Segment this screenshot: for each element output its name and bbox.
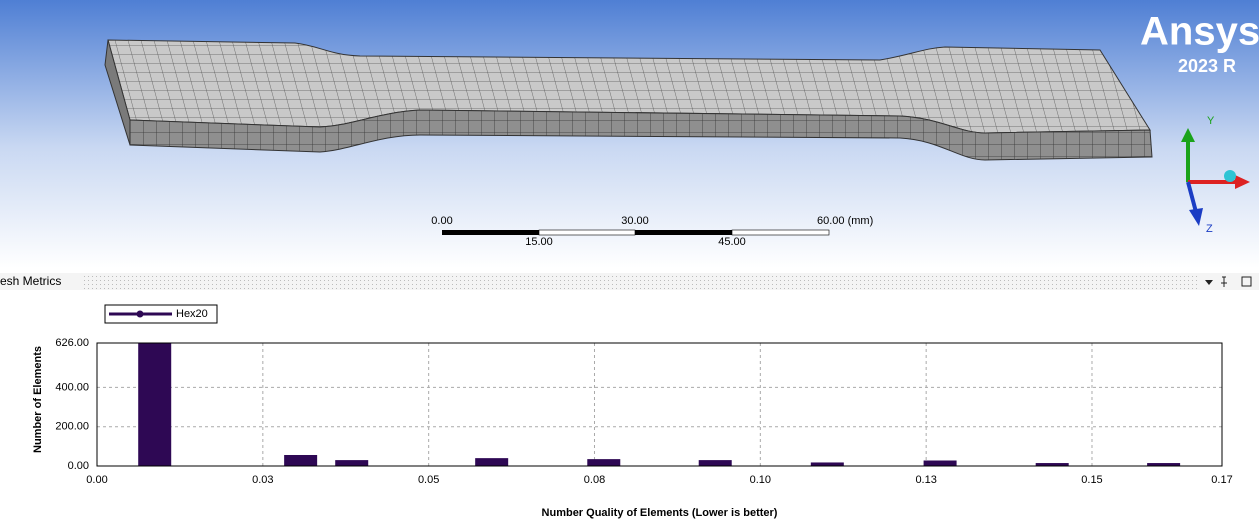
screen: Ansys 2023 R Y Z esh Metrics 0.00 200.00 4… bbox=[0, 0, 1259, 521]
scale-label: 45.00 bbox=[718, 236, 746, 248]
scale-seg bbox=[732, 230, 829, 235]
legend-marker bbox=[137, 311, 144, 318]
x-axis-label: Number Quality of Elements (Lower is bet… bbox=[542, 507, 778, 519]
logo-version: 2023 R bbox=[1178, 56, 1236, 76]
bar bbox=[924, 460, 957, 466]
triad-y: Y bbox=[1207, 115, 1215, 127]
y-tick-label: 400.00 bbox=[55, 381, 89, 393]
scale-bar bbox=[442, 230, 829, 235]
scale-label: 60.00 (mm) bbox=[817, 215, 873, 227]
bar bbox=[284, 455, 317, 466]
bar bbox=[335, 460, 368, 466]
page: Ansys 2023 R Y Z esh Metrics 0.00 200.00 4… bbox=[0, 0, 1259, 521]
x-tick-label: 0.05 bbox=[418, 474, 439, 486]
bar bbox=[699, 460, 732, 466]
panel-title: esh Metrics bbox=[0, 274, 61, 288]
x-tick-label: 0.00 bbox=[86, 474, 107, 486]
scale-label: 0.00 bbox=[431, 215, 452, 227]
x-tick-label: 0.13 bbox=[915, 474, 936, 486]
y-axis-label: Number of Elements bbox=[32, 346, 44, 453]
scale-seg bbox=[635, 230, 732, 235]
x-tick-label: 0.15 bbox=[1081, 474, 1102, 486]
chart: 0.00 200.00 400.00 626.00 0.00 0.03 0.05 0.08 0.… bbox=[32, 305, 1233, 519]
scale-label: 15.00 bbox=[525, 236, 553, 248]
bar bbox=[475, 458, 508, 466]
plot-area bbox=[97, 343, 1222, 466]
triad-z: Z bbox=[1206, 223, 1213, 235]
x-tick-label: 0.17 bbox=[1211, 474, 1232, 486]
bar bbox=[138, 343, 171, 466]
logo-brand: Ansys bbox=[1140, 10, 1259, 54]
y-tick-label: 200.00 bbox=[55, 421, 89, 433]
y-tick-label: 0.00 bbox=[68, 460, 89, 472]
legend-label: Hex20 bbox=[176, 308, 208, 320]
scale-seg bbox=[442, 230, 539, 235]
bar bbox=[811, 462, 844, 466]
bar bbox=[587, 459, 620, 466]
panel-header bbox=[0, 273, 1259, 290]
x-tick-label: 0.08 bbox=[584, 474, 605, 486]
scale-seg bbox=[539, 230, 635, 235]
x-tick-label: 0.03 bbox=[252, 474, 273, 486]
x-tick-label: 0.10 bbox=[750, 474, 771, 486]
y-tick-label: 626.00 bbox=[55, 337, 89, 349]
scale-label: 30.00 bbox=[621, 215, 649, 227]
